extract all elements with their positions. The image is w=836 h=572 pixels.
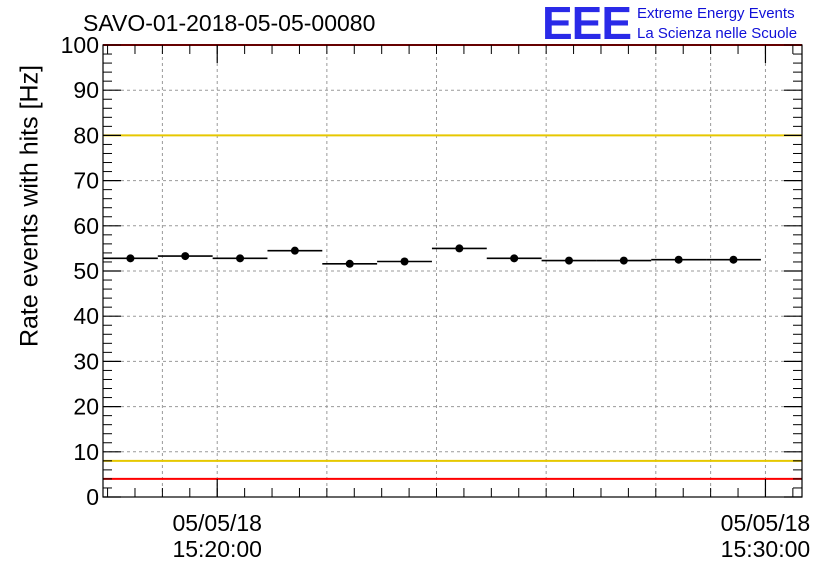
- data-point: [455, 244, 464, 253]
- y-tick-label: 90: [73, 77, 99, 103]
- reference-lines: [103, 44, 802, 480]
- data-point: [619, 256, 628, 265]
- data-point: [290, 246, 299, 255]
- data-points: [103, 244, 761, 268]
- y-axis-label: Rate events with hits [Hz]: [15, 64, 44, 348]
- x-tick-date: 05/05/18: [172, 510, 262, 536]
- logo-line-1: Extreme Energy Events: [637, 5, 795, 22]
- data-point: [181, 252, 190, 261]
- data-point: [126, 254, 135, 263]
- grid-lines: [103, 45, 802, 497]
- y-tick-label: 0: [86, 484, 99, 510]
- data-point: [400, 257, 409, 266]
- y-tick-label: 30: [73, 348, 99, 374]
- y-tick-label: 80: [73, 122, 99, 148]
- x-tick-label: 05/05/18 15:30:00: [721, 510, 811, 562]
- chart-title: SAVO-01-2018-05-05-00080: [83, 10, 376, 36]
- data-point: [236, 254, 245, 263]
- data-point: [674, 255, 683, 264]
- logo-line-2: La Scienza nelle Scuole: [637, 25, 798, 42]
- axis-ticks: [103, 44, 802, 498]
- data-point: [510, 254, 519, 263]
- y-tick-label: 70: [73, 168, 99, 194]
- data-point: [729, 255, 738, 264]
- x-tick-date: 05/05/18: [720, 510, 811, 536]
- eee-logo-mark: EEE: [542, 0, 632, 49]
- x-tick-time: 15:20:00: [172, 536, 262, 562]
- data-point: [345, 259, 354, 268]
- y-tick-labels: 0 10 20 30 40 50 60 70 80 90 100: [61, 32, 99, 510]
- x-tick-time: 15:30:00: [720, 536, 811, 562]
- y-tick-label: 40: [73, 303, 99, 329]
- data-point: [565, 256, 573, 265]
- y-tick-label: 100: [61, 32, 99, 58]
- y-tick-label: 10: [73, 439, 99, 465]
- eee-logo: EEE Extreme Energy Events La Scienza nel…: [542, 0, 832, 49]
- y-tick-label: 20: [73, 394, 99, 420]
- y-tick-label: 60: [73, 213, 99, 239]
- x-tick-label: 05/05/18 15:20:00: [172, 510, 262, 562]
- y-tick-label: 50: [73, 258, 99, 284]
